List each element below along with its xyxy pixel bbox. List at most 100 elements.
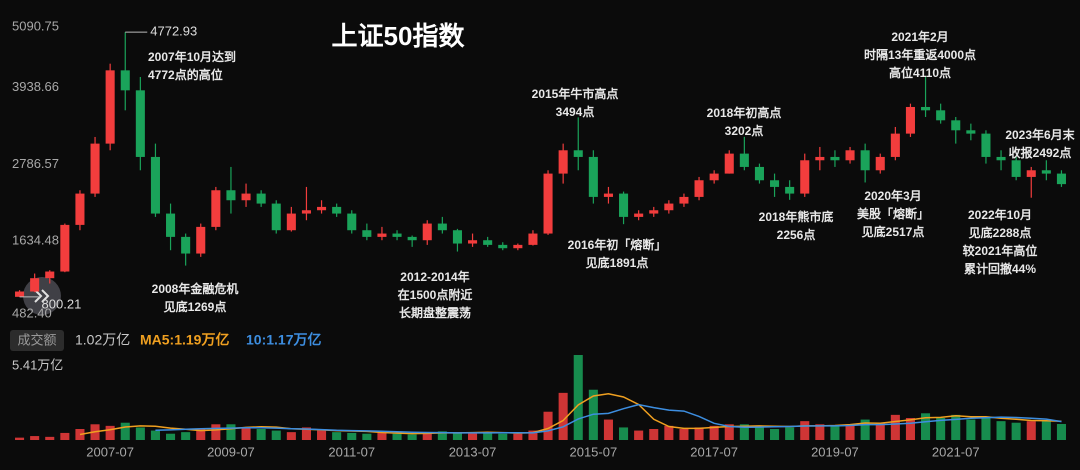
volume-bar [392,433,402,440]
volume-bar [196,429,206,440]
annotation: 2018年初高点 [707,105,782,120]
candle-body [1041,170,1051,174]
volume-latest: 1.02万亿 [75,332,130,348]
candle-body [588,156,598,197]
candle-body [90,143,100,194]
candle-body [1056,173,1066,185]
volume-bar [150,430,160,440]
x-tick-label: 2021-07 [932,444,980,459]
button-icon[interactable] [34,289,50,303]
candle-body [407,236,417,241]
volume-bar [45,436,55,440]
volume-bar [634,430,644,440]
volume-bar [452,432,462,440]
volume-bar [347,432,357,440]
annotation: 在1500点附近 [398,287,473,302]
volume-bar [845,424,855,440]
volume-tick-label: 5.41万亿 [12,357,63,372]
x-tick-label: 2009-07 [207,444,255,459]
volume-bar [105,425,115,440]
candle-body [875,156,885,171]
volume-bar [694,427,704,440]
volume-bar [135,427,145,440]
candle-body [226,190,236,201]
volume-bar [543,411,553,440]
candle-body [528,233,538,245]
volume-bar [679,429,689,440]
volume-bar [241,427,251,440]
volume-bar [996,421,1006,440]
volume-bar [181,432,191,440]
x-tick-label: 2019-07 [811,444,859,459]
annotation: 3202点 [725,123,764,138]
volume-bar [120,422,130,440]
volume-bar [15,437,25,440]
annotation: 3494点 [556,104,595,119]
candle-body [271,203,281,231]
candle-body [921,106,931,111]
annotation: 2256点 [777,227,816,242]
volume-bar [498,433,508,440]
candle-body [664,203,674,211]
volume-bar [558,392,568,440]
x-tick-label: 2017-07 [690,444,738,459]
volume-bar [754,427,764,440]
y-tick-label: 2786.57 [12,156,59,171]
candle-body [452,230,462,244]
annotation: 较2021年高位 [963,243,1038,258]
annotation: 累计回撤44% [964,261,1036,276]
annotation: 2012-2014年 [400,269,469,284]
annotation: 见底1891点 [586,255,649,270]
candle-body [30,278,40,292]
candle-body [800,160,810,194]
candle-body [770,180,780,187]
volume-bar [905,418,915,440]
volume-bar [785,427,795,440]
annotation: 2018年熊市底 [759,209,834,224]
x-tick-label: 2011-07 [328,444,375,459]
annotation: 美股「熔断」 [857,206,929,221]
volume-bar [1041,421,1051,440]
min-marker-label: 800.21 [42,296,82,311]
candle-body [785,186,795,194]
annotation: 长期盘整震荡 [399,305,471,320]
volume-bar [166,433,176,440]
volume-bar [739,424,749,440]
volume-bar [513,433,523,440]
candle-body [1011,160,1021,177]
volume-bar [437,431,447,440]
x-tick-label: 2007-07 [86,444,134,459]
volume-bar [226,424,236,440]
volume-bar [332,432,342,440]
candle-body [513,244,523,249]
annotation: 见底2517点 [862,224,925,239]
volume-bar [256,429,266,440]
candle-body [45,271,55,279]
candle-body [890,133,900,157]
annotation: 2008年金融危机 [152,281,239,296]
volume-bar [1026,421,1036,440]
volume-bar [815,424,825,440]
annotation: 时隔13年重返4000点 [864,47,976,62]
candle-body [150,156,160,214]
candle-body [634,213,644,217]
volume-bar [483,432,493,440]
volume-bar [724,424,734,440]
volume-bar [1056,423,1066,440]
volume-bar [921,413,931,440]
volume-label-box [10,330,64,351]
annotation: 4772点的高位 [148,67,223,82]
y-tick-label: 482.40 [12,305,52,320]
annotation: 2023年6月末 [1005,127,1075,142]
volume-bar [362,433,372,440]
volume-bar [301,427,311,440]
annotation: 见底2288点 [969,225,1032,240]
candle-body [301,210,311,214]
volume-bar [528,430,538,440]
candle-body [196,226,206,254]
annotation: 2020年3月 [864,188,921,203]
candle-body [724,153,734,174]
candle-body [694,180,704,197]
annotation: 高位4110点 [889,65,951,80]
volume-bar [800,421,810,440]
